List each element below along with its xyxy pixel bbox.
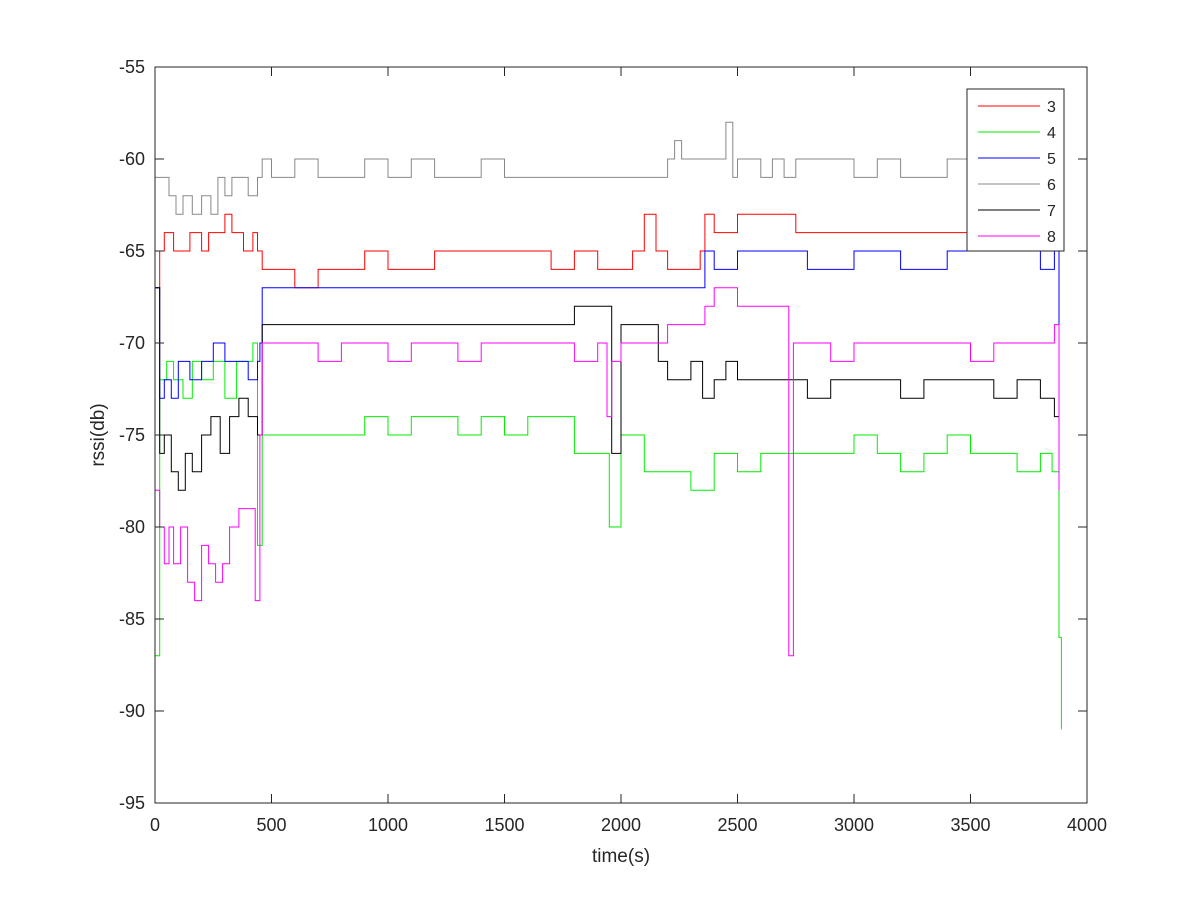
series-line-4 [155, 342, 1062, 730]
y-tick-label: -75 [119, 425, 145, 445]
series-layer [155, 121, 1062, 730]
legend-label-5: 5 [1047, 151, 1056, 168]
y-tick-label: -65 [119, 241, 145, 261]
x-axis-label: time(s) [592, 846, 650, 867]
y-tick-label: -80 [119, 517, 145, 537]
x-tick-label: 0 [150, 815, 160, 835]
x-tick-label: 4000 [1067, 815, 1107, 835]
x-tick-label: 500 [256, 815, 286, 835]
y-tick-label: -85 [119, 609, 145, 629]
x-tick-label: 2500 [717, 815, 757, 835]
series-line-5 [155, 250, 1060, 399]
x-tick-label: 1000 [368, 815, 408, 835]
y-tick-label: -95 [119, 793, 145, 813]
series-line-3 [155, 213, 1060, 289]
legend: 3 4 5 6 7 8 [966, 88, 1065, 252]
y-tick-label: -60 [119, 149, 145, 169]
series-line-6 [155, 121, 1060, 215]
y-tick-label: -90 [119, 701, 145, 721]
y-axis-label: rssi(db) [88, 403, 109, 466]
y-tick-label: -70 [119, 333, 145, 353]
legend-label-8: 8 [1047, 229, 1056, 246]
x-tick-label: 2000 [601, 815, 641, 835]
x-tick-label: 3000 [834, 815, 874, 835]
y-tick-label: -55 [119, 57, 145, 77]
x-tick-label: 3500 [950, 815, 990, 835]
x-axis-ticks: 0 500 1000 1500 2000 2500 3000 3500 4000 [150, 67, 1107, 835]
series-line-8 [155, 287, 1060, 657]
legend-label-3: 3 [1047, 99, 1056, 116]
x-tick-label: 1500 [484, 815, 524, 835]
y-axis-ticks: -55 -60 -65 -70 -75 -80 -85 -90 -95 [119, 57, 1087, 813]
legend-box [966, 88, 1065, 252]
legend-label-7: 7 [1047, 203, 1056, 220]
legend-label-6: 6 [1047, 177, 1056, 194]
legend-label-4: 4 [1047, 125, 1056, 142]
series-line-7 [155, 287, 1060, 491]
